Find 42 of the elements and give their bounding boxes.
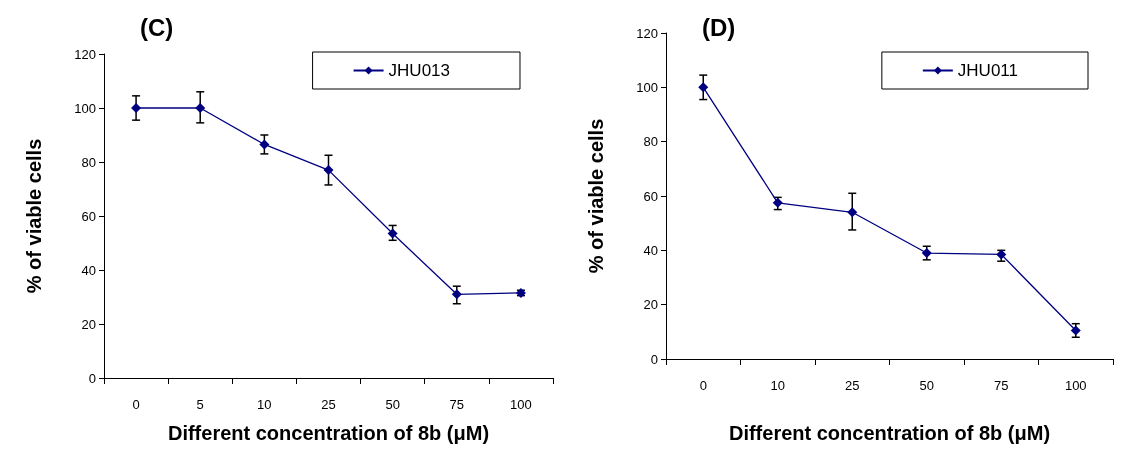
y-axis-title: % of viable cells xyxy=(23,138,45,294)
legend-label: JHU011 xyxy=(957,61,1018,80)
x-tick-label: 5 xyxy=(196,397,204,412)
x-axis-title: Different concentration of 8b (μM) xyxy=(167,422,490,444)
y-tick-label: 100 xyxy=(636,79,658,95)
y-axis-title: % of viable cells xyxy=(585,118,607,274)
y-tick-label: 40 xyxy=(643,242,658,258)
point xyxy=(195,103,206,113)
point xyxy=(451,289,462,300)
y-tick-label: 60 xyxy=(643,188,658,204)
x-tick-label: 25 xyxy=(845,378,860,393)
x-tick-label: 10 xyxy=(770,378,785,393)
x-tick-label: 0 xyxy=(132,397,140,412)
chart-title: (C) xyxy=(140,13,174,41)
y-tick-label: 120 xyxy=(636,25,658,41)
x-tick-label: 25 xyxy=(321,397,336,412)
x-tick-label: 50 xyxy=(385,397,400,412)
point xyxy=(259,139,270,150)
point xyxy=(131,103,142,113)
y-tick-label: 60 xyxy=(81,208,96,224)
point xyxy=(323,165,334,176)
y-tick-label: 0 xyxy=(650,351,658,367)
y-tick-label: 80 xyxy=(81,154,96,170)
x-tick-label: 100 xyxy=(510,397,532,412)
x-tick-label: 0 xyxy=(699,378,707,393)
point xyxy=(847,207,858,218)
y-tick-label: 80 xyxy=(643,134,658,150)
legend-label: JHU013 xyxy=(388,61,450,80)
y-tick-label: 100 xyxy=(74,100,96,116)
chart-title: (D) xyxy=(702,13,736,41)
y-tick-label: 40 xyxy=(81,262,96,278)
x-tick-label: 10 xyxy=(257,397,272,412)
point xyxy=(698,82,709,93)
y-tick-label: 120 xyxy=(74,46,96,62)
x-axis-title: Different concentration of 8b (μM) xyxy=(728,422,1051,444)
point xyxy=(387,228,398,239)
y-tick-label: 20 xyxy=(643,297,658,313)
y-tick-label: 20 xyxy=(81,316,96,332)
x-tick-label: 100 xyxy=(1064,378,1087,393)
x-tick-label: 50 xyxy=(919,378,934,393)
x-tick-label: 75 xyxy=(994,378,1009,393)
x-tick-label: 75 xyxy=(449,397,465,412)
